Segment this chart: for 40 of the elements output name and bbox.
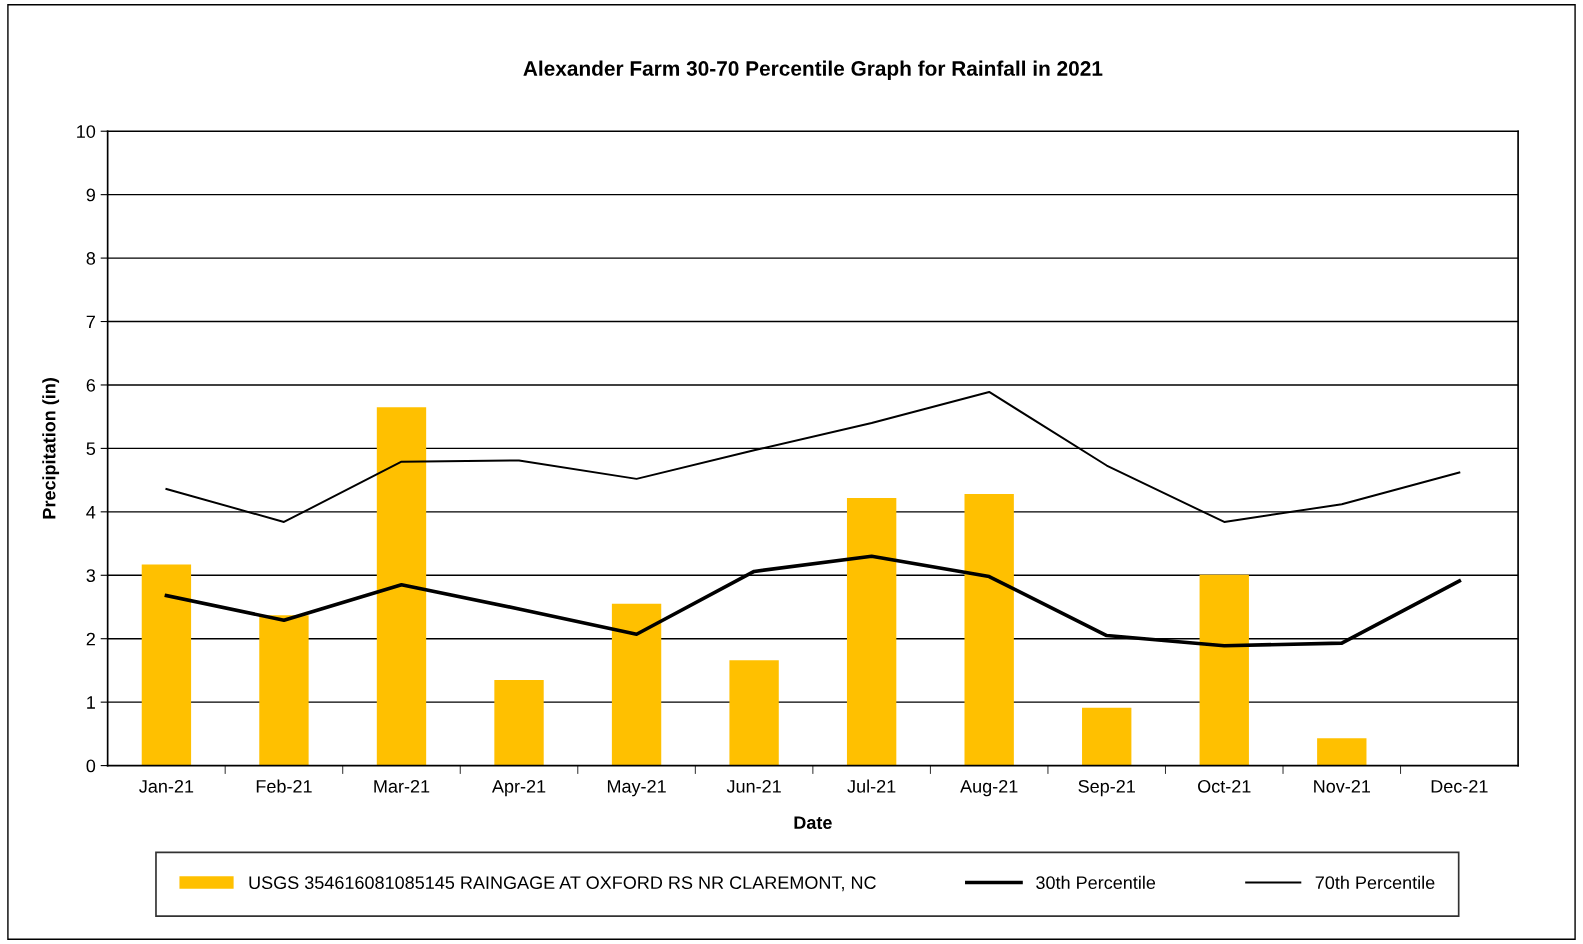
bar	[259, 615, 309, 766]
legend-label: 70th Percentile	[1315, 875, 1435, 890]
x-tick-label: Jan-21	[139, 779, 194, 793]
y-tick-label: 10	[77, 125, 96, 138]
x-tick-label: Aug-21	[960, 779, 1018, 797]
bar	[494, 679, 544, 766]
x-axis-title: Date	[794, 816, 832, 830]
x-tick-label: Jul-21	[847, 779, 896, 793]
bar	[376, 407, 427, 766]
bar	[1082, 707, 1132, 766]
x-tick-label: Oct-21	[1198, 779, 1251, 793]
x-tick-label: Mar-21	[374, 779, 430, 793]
chart-title: Alexander Farm 30-70 Percentile Graph for Rainfall in 2021	[523, 60, 1103, 80]
bar	[729, 660, 779, 766]
x-tick-label: Sep-21	[1078, 779, 1135, 797]
y-tick-label: 0	[86, 759, 96, 773]
y-tick-label: 8	[86, 252, 96, 265]
y-tick-label: 4	[86, 505, 96, 519]
y-tick-label: 3	[86, 569, 96, 582]
bar	[1317, 738, 1367, 766]
bar	[611, 603, 662, 766]
legend-label: 30th Percentile	[1036, 875, 1156, 890]
bar	[141, 564, 192, 766]
y-tick-label: 2	[86, 632, 95, 646]
y-tick-label: 1	[87, 696, 95, 709]
y-axis-title: Precipitation (in)	[42, 378, 60, 519]
bar	[1199, 574, 1249, 766]
y-tick-label: 9	[86, 188, 95, 202]
y-tick-label: 5	[86, 442, 96, 456]
y-tick-label: 6	[86, 378, 96, 392]
x-tick-label: May-21	[607, 779, 666, 797]
bar	[964, 494, 1014, 766]
bar	[846, 497, 897, 766]
y-tick-label: 7	[86, 315, 95, 329]
x-tick-label: Apr-21	[491, 779, 546, 797]
x-tick-label: Nov-21	[1314, 779, 1371, 793]
x-tick-label: Dec-21	[1431, 779, 1488, 793]
x-tick-label: Feb-21	[256, 779, 312, 793]
legend-label: USGS 354616081085145 RAINGAGE AT OXFORD RS NR CLAREMONT, NC	[249, 876, 876, 892]
x-tick-label: Jun-21	[726, 779, 781, 793]
